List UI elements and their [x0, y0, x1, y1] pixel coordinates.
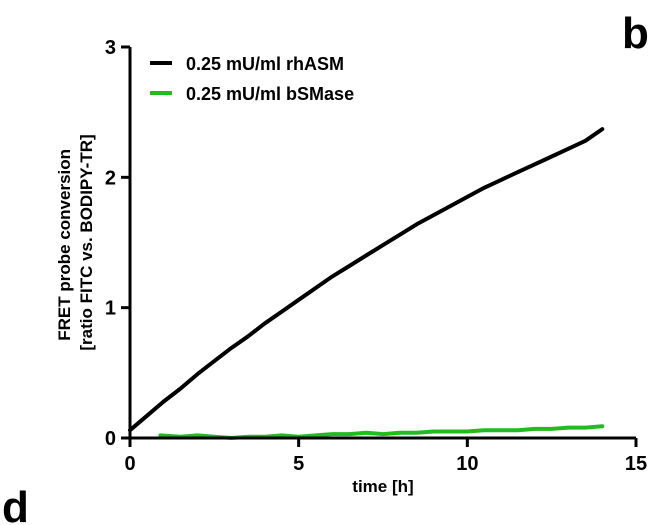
legend-label-1: 0.25 mU/ml rhASM	[186, 54, 344, 74]
x-tick-label: 5	[293, 453, 304, 475]
y-axis-title-line-1: FRET probe conversion	[55, 149, 74, 341]
y-axis-title: FRET probe conversion [ratio FITC vs. BO…	[55, 134, 96, 350]
y-axis-title-line-2: [ratio FITC vs. BODIPY-TR]	[77, 134, 96, 350]
series-line-1	[128, 127, 605, 433]
y-tick-label: 3	[105, 37, 116, 59]
y-tick-label: 2	[105, 167, 116, 189]
axes: 0 5 10 15 0 1 2 3	[105, 37, 647, 475]
series-line-2	[158, 424, 605, 440]
x-tick-label: 0	[124, 453, 135, 475]
x-tick-label: 15	[625, 453, 647, 475]
plot-area	[128, 127, 605, 440]
y-tick-label: 1	[105, 298, 116, 320]
legend-label-2: 0.25 mU/ml bSMase	[186, 84, 354, 104]
x-tick-label: 10	[456, 453, 478, 475]
panel-letter-b: b	[622, 9, 649, 58]
y-tick-label: 0	[105, 428, 116, 450]
legend: 0.25 mU/ml rhASM 0.25 mU/ml bSMase	[150, 54, 354, 104]
panel-letter-d: d	[2, 483, 29, 525]
x-axis-title: time [h]	[352, 477, 413, 496]
